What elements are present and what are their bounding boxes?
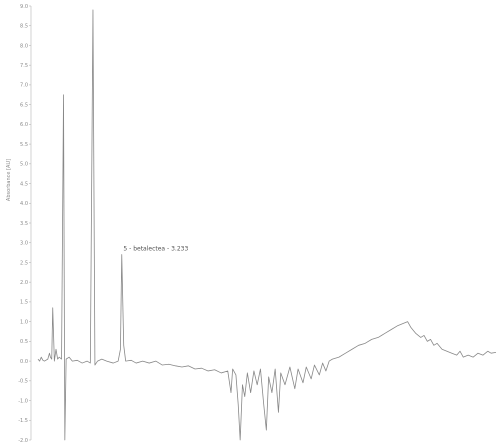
y-tick-label: 1.5 — [20, 300, 28, 306]
trace-layer — [37, 9, 497, 441]
y-tick-label: 3.0 — [20, 241, 28, 247]
chromatogram-trace — [37, 9, 497, 441]
y-tick-label: 5.0 — [20, 162, 28, 168]
y-tick-label: 0.5 — [20, 339, 28, 345]
y-tick-label: 2.0 — [20, 280, 28, 286]
y-tick-label: 4.0 — [20, 201, 28, 207]
y-tick-label: 3.5 — [20, 221, 28, 227]
y-tick-label: 2.5 — [20, 260, 28, 266]
y-tick-label: 4.5 — [20, 181, 28, 187]
y-tick-label: -1.5 — [18, 418, 28, 424]
y-axis-title: Absorbance [AU] — [6, 159, 12, 201]
y-tick-label: -1.0 — [18, 398, 28, 404]
y-tick-label: 8.5 — [20, 24, 28, 30]
y-tick-label: 0.0 — [20, 359, 28, 365]
peak-annotation: 5 - betalectea - 3.233 — [123, 246, 188, 253]
y-tick-label: 9.0 — [20, 4, 28, 10]
y-tick-label: -0.5 — [18, 379, 28, 385]
y-tick-label: 5.5 — [20, 142, 28, 148]
y-tick-label: 6.0 — [20, 122, 28, 128]
y-tick-label: 7.5 — [20, 63, 28, 69]
y-tick-label: -2.0 — [18, 438, 28, 443]
y-tick-label: 8.0 — [20, 43, 28, 49]
y-tick-label: 7.0 — [20, 83, 28, 89]
y-tick-label: 6.5 — [20, 102, 28, 108]
y-tick-label: 1.0 — [20, 319, 28, 325]
y-axis: 9.0 8.5 8.0 7.5 7.0 6.5 6.0 5.5 5.0 4.5 4.0 3.5 3.0 2… — [18, 4, 32, 443]
